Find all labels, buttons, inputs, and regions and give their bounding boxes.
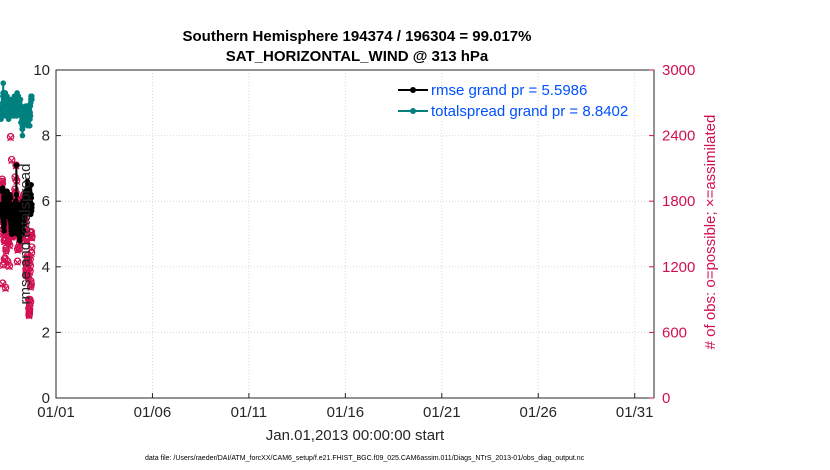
rmse-point xyxy=(13,191,20,198)
y-left-tick-label: 10 xyxy=(33,62,50,79)
rmse-series xyxy=(0,162,35,244)
obs-assimilated-point xyxy=(28,250,35,258)
obs-assimilated-point xyxy=(6,242,14,250)
obs-assimilated-point xyxy=(23,237,31,244)
totalspread-point xyxy=(17,96,24,103)
obs-assimilated-point xyxy=(27,299,34,307)
rmse-point xyxy=(29,201,35,208)
x-axis-label: Jan.01,2013 00:00:00 start xyxy=(266,427,445,444)
obs-assimilated-point xyxy=(8,157,16,165)
obs-assimilated-point xyxy=(26,268,34,276)
rmse-point xyxy=(1,227,7,234)
obs-assimilated-point xyxy=(6,263,13,271)
plot-frame xyxy=(55,69,655,399)
obs-assimilated-point xyxy=(2,285,9,293)
obs-possible-point xyxy=(27,277,35,285)
rmse-point xyxy=(21,221,27,227)
y-right-tick-label: 0 xyxy=(662,390,670,407)
obs-assimilated-point xyxy=(4,259,11,266)
totalspread-point xyxy=(19,132,26,139)
obs-possible-point xyxy=(15,244,24,253)
legend-spread-marker xyxy=(410,108,416,114)
obs-possible-point xyxy=(7,155,16,164)
x-tick-label: 01/31 xyxy=(616,404,654,421)
obs-assimilated-point xyxy=(16,245,24,253)
legend: rmse grand pr = 5.5986 totalspread grand… xyxy=(398,82,628,120)
y-right-tick-label: 1800 xyxy=(662,193,695,210)
y-left-axis-label: rmse and totalspread xyxy=(17,164,34,305)
legend-rmse-label: rmse grand pr = 5.5986 xyxy=(431,82,587,99)
y-right-axis-label: # of obs: o=possible; ×=assimilated xyxy=(702,115,719,350)
y-left-tick-label: 6 xyxy=(42,193,50,210)
x-tick-label: 01/11 xyxy=(231,404,267,421)
y-left-tick-label: 0 xyxy=(42,390,50,407)
totalspread-series xyxy=(0,80,35,139)
rmse-point xyxy=(28,182,34,188)
obs-assimilated-point xyxy=(14,259,21,266)
obs-assimilated-point xyxy=(26,297,34,305)
obs-assimilated-point xyxy=(28,244,36,252)
obs-assimilated-point xyxy=(25,309,33,317)
chart-title: Southern Hemisphere 194374 / 196304 = 99… xyxy=(183,28,532,45)
obs-assimilated-point xyxy=(25,275,33,283)
totalspread-point xyxy=(29,96,35,103)
x-ticks: 01/01 01/06 01/11 01/16 01/21 01/26 01/31 xyxy=(37,393,653,421)
chart-subtitle: SAT_HORIZONTAL_WIND @ 313 hPa xyxy=(226,48,489,65)
obs-assimilated-point xyxy=(0,262,7,270)
totalspread-point xyxy=(27,113,34,119)
obs-possible-point xyxy=(6,132,15,141)
y-right-tick-label: 2400 xyxy=(662,128,695,145)
y-right-tick-label: 600 xyxy=(662,324,687,341)
x-tick-label: 01/21 xyxy=(423,404,461,421)
obs-possible-point xyxy=(27,248,36,257)
obs-assimilated-point xyxy=(28,233,36,241)
obs-assimilated-point xyxy=(27,284,35,291)
footnote: data file: /Users/raeder/DAI/ATM_forcXX/… xyxy=(145,455,585,462)
y-right-tick-label: 3000 xyxy=(662,62,695,79)
legend-spread-label: totalspread grand pr = 8.8402 xyxy=(431,103,628,120)
obs-assimilated-point xyxy=(0,280,7,288)
rmse-point xyxy=(1,221,8,227)
obs-possible-point xyxy=(13,257,22,266)
rmse-point xyxy=(0,185,6,191)
obs-assimilated-point xyxy=(24,267,32,275)
rmse-point xyxy=(7,195,14,201)
x-tick-label: 01/06 xyxy=(134,404,172,421)
obs-assimilated-point xyxy=(2,248,10,255)
y-left-tick-label: 8 xyxy=(42,128,50,145)
rmse-point xyxy=(20,227,27,234)
y-left-tick-label: 2 xyxy=(42,324,50,341)
totalspread-point xyxy=(0,80,7,86)
x-tick-label: 01/01 xyxy=(37,404,75,421)
obs-assimilated-point xyxy=(26,256,34,264)
y-right-ticks: 0 600 1200 1800 2400 3000 xyxy=(649,62,695,407)
obs-assimilated-point xyxy=(26,263,34,271)
obs-possible-point xyxy=(1,283,10,292)
obs-possible-point xyxy=(5,261,14,270)
totalspread-point xyxy=(26,122,33,129)
obs-assimilated-point xyxy=(0,179,6,187)
y-right-tick-label: 1200 xyxy=(662,259,695,276)
obs-assimilated-point xyxy=(7,134,14,142)
x-tick-label: 01/26 xyxy=(519,404,557,421)
rmse-point xyxy=(13,162,20,168)
rmse-point xyxy=(13,198,19,204)
y-left-tick-label: 4 xyxy=(42,259,50,276)
legend-rmse-marker xyxy=(410,87,416,93)
obs-possible-point xyxy=(2,246,10,255)
x-tick-label: 01/16 xyxy=(327,404,365,421)
rmse-point xyxy=(28,195,35,201)
y-left-ticks: 0 2 4 6 8 10 xyxy=(33,62,61,407)
obs-assimilated-point xyxy=(27,281,35,289)
obs-possible-point xyxy=(27,243,36,251)
